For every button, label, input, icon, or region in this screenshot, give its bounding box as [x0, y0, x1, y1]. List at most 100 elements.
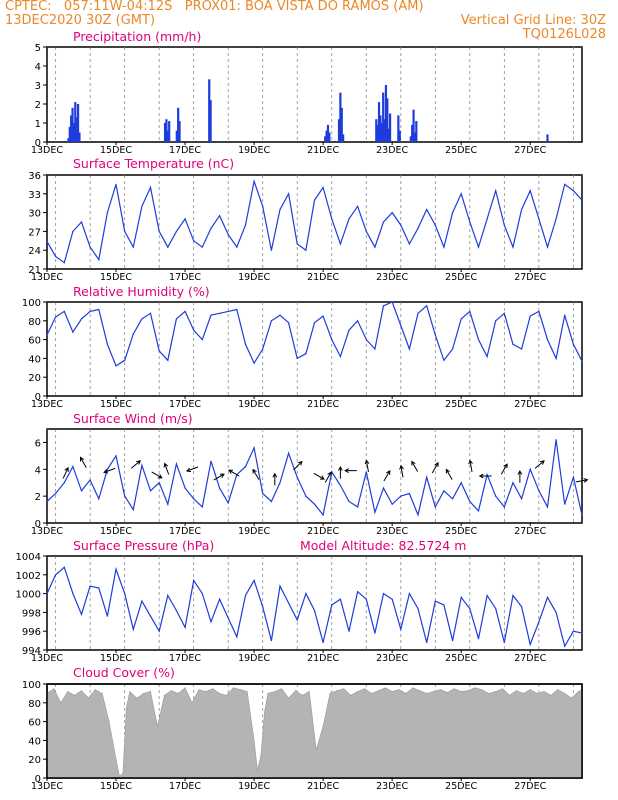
y-tick-label: 40	[28, 736, 41, 747]
header-station: CPTEC: 057:11W-04:12S PROX01: BOA VISTA …	[5, 0, 424, 14]
data-point	[72, 331, 74, 333]
data-point	[80, 221, 83, 223]
data-point	[348, 329, 350, 331]
precip-bar	[178, 121, 181, 142]
wind-arrow-head	[503, 463, 508, 469]
data-point	[571, 697, 573, 699]
data-point	[267, 692, 269, 694]
data-point	[365, 471, 367, 473]
data-point	[477, 638, 480, 640]
data-point	[365, 598, 367, 600]
data-point	[512, 246, 514, 248]
precip-bar	[340, 107, 343, 142]
data-point	[357, 205, 359, 207]
wind-arrow-head	[79, 456, 85, 462]
x-tick-label: 23DEC	[376, 653, 408, 664]
data-point	[364, 688, 366, 690]
data-point	[467, 690, 469, 692]
data-point	[557, 689, 559, 691]
wind-arrow	[151, 471, 163, 479]
data-point	[212, 688, 214, 690]
data-point	[572, 630, 574, 632]
data-point	[405, 692, 407, 694]
data-point	[132, 333, 134, 335]
x-tick-label: 19DEC	[238, 399, 270, 410]
x-tick-label: 17DEC	[169, 399, 201, 410]
data-point	[80, 613, 83, 615]
data-point	[124, 495, 126, 497]
data-point	[495, 691, 497, 693]
data-point	[477, 510, 480, 512]
data-point	[486, 594, 488, 597]
data-point	[253, 180, 255, 182]
data-point	[343, 688, 345, 690]
wind-arrow-shaft	[213, 473, 225, 481]
data-point	[536, 692, 538, 694]
data-point	[315, 749, 317, 751]
data-point	[313, 322, 316, 324]
series-line	[46, 566, 583, 648]
x-tick-label: 17DEC	[169, 145, 201, 156]
wind-arrow-head	[411, 460, 416, 466]
data-point	[227, 617, 229, 619]
precip-bar	[376, 124, 379, 142]
x-tick-label: 23DEC	[376, 781, 408, 792]
y-tick-label: 30	[28, 209, 41, 220]
x-tick-label: 17DEC	[169, 526, 201, 537]
data-point	[296, 243, 298, 245]
data-point	[218, 215, 221, 217]
data-point	[572, 476, 574, 478]
data-point	[253, 579, 255, 582]
data-point	[374, 632, 376, 634]
panel-frame	[46, 555, 583, 651]
y-tick-label: 1	[35, 119, 41, 130]
data-point	[98, 587, 100, 589]
data-point	[218, 598, 221, 600]
data-point	[339, 243, 341, 245]
data-point	[239, 689, 241, 691]
data-point	[400, 628, 402, 630]
wind-arrow-head	[228, 469, 234, 474]
x-tick-label: 25DEC	[445, 145, 477, 156]
data-point	[63, 310, 65, 312]
data-point	[502, 688, 504, 690]
data-point	[55, 316, 57, 318]
y-tick-label: 0	[35, 138, 41, 149]
precip-bar	[382, 92, 385, 142]
data-point	[555, 357, 557, 359]
data-point	[412, 687, 414, 689]
data-point	[357, 506, 359, 508]
precip-bar	[383, 119, 386, 142]
data-point	[89, 585, 91, 587]
data-point	[426, 305, 428, 307]
wind-arrow-head	[468, 459, 473, 465]
wind-arrow-shaft	[431, 462, 439, 474]
y-tick-label: 1004	[16, 552, 41, 563]
x-tick-label: 23DEC	[376, 145, 408, 156]
wind-arrow-shaft	[130, 460, 141, 469]
data-point	[331, 339, 333, 341]
data-point	[520, 606, 523, 608]
data-point	[108, 721, 110, 723]
data-point	[175, 463, 178, 465]
data-point	[512, 594, 514, 597]
y-tick-label: 0	[35, 392, 41, 403]
precip-bar	[74, 102, 77, 142]
data-point	[218, 312, 221, 314]
precip-bar	[379, 115, 382, 142]
precip-bar	[377, 102, 381, 142]
precip-bar	[75, 117, 78, 142]
data-point	[193, 498, 195, 500]
data-point	[555, 439, 557, 441]
wind-arrow-shaft	[252, 469, 260, 480]
precip-bar	[208, 79, 211, 142]
data-point	[374, 348, 376, 350]
data-point	[350, 694, 352, 696]
x-tick-label: 25DEC	[445, 653, 477, 664]
data-point	[529, 315, 531, 317]
data-point	[564, 645, 566, 647]
data-point	[488, 692, 490, 694]
wind-arrow-shaft	[164, 463, 170, 475]
data-point	[257, 769, 259, 771]
wind-arrow-shaft	[400, 465, 404, 478]
